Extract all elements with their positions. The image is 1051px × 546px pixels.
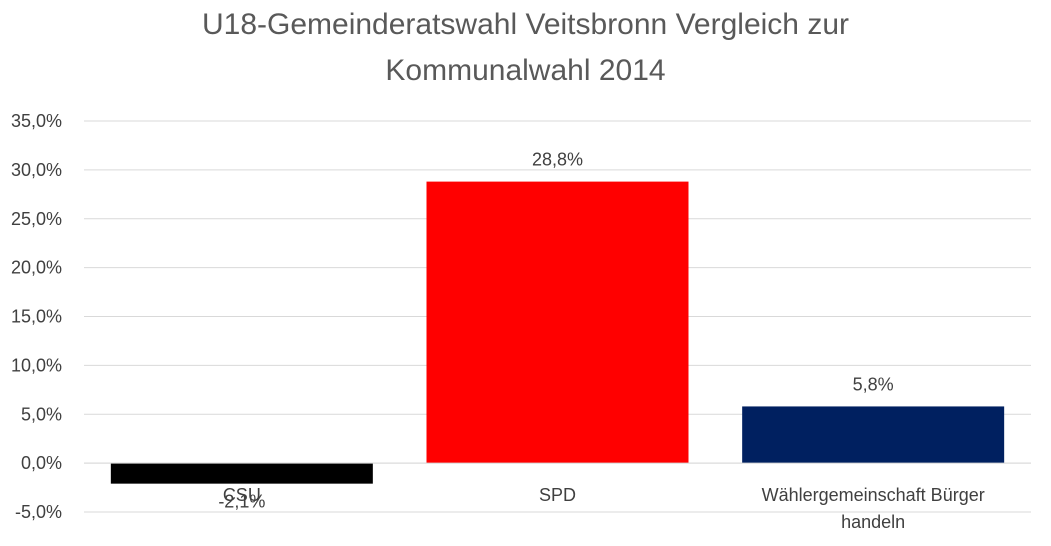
bar-2: [742, 406, 1005, 464]
y-tick-label: 0,0%: [21, 453, 62, 473]
bar-0: [110, 463, 373, 484]
chart-title-line-1: U18-Gemeinderatswahl Veitsbronn Vergleic…: [201, 8, 849, 41]
y-tick-label: 10,0%: [11, 355, 62, 375]
category-label: CSU: [223, 485, 261, 505]
data-label: -2,1%: [218, 492, 265, 512]
chart-title-line-2: Kommunalwahl 2014: [385, 54, 666, 87]
y-tick-label: 15,0%: [11, 307, 62, 327]
y-tick-label: 30,0%: [11, 160, 62, 180]
y-tick-label: 20,0%: [11, 258, 62, 278]
y-tick-label: 25,0%: [11, 209, 62, 229]
y-tick-label: 35,0%: [11, 111, 62, 131]
category-label: SPD: [539, 485, 576, 505]
y-tick-label: -5,0%: [15, 502, 62, 522]
y-tick-label: 5,0%: [21, 404, 62, 424]
data-label: 28,8%: [532, 150, 583, 170]
bar-1: [426, 181, 689, 464]
chart-title: U18-Gemeinderatswahl Veitsbronn Vergleic…: [0, 2, 1051, 94]
category-label: Wählergemeinschaft Bürger: [762, 485, 985, 505]
category-label: handeln: [841, 512, 905, 532]
data-label: 5,8%: [853, 374, 894, 394]
